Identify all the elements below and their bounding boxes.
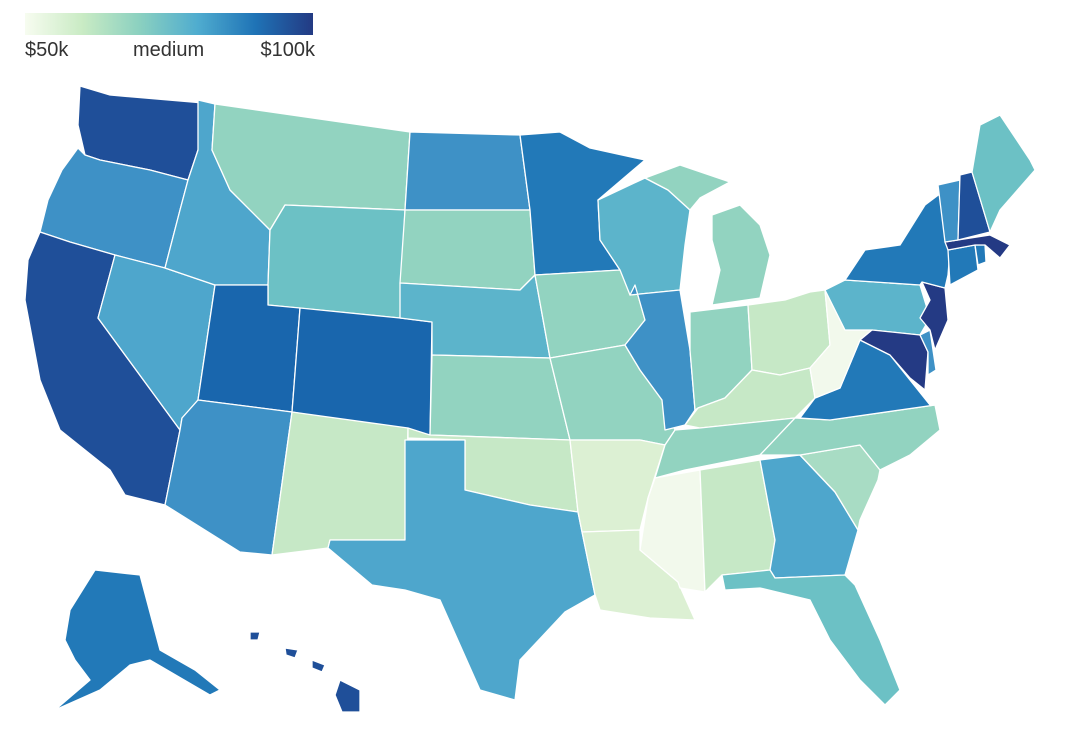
state-arizona[interactable] bbox=[164, 399, 293, 556]
state-florida[interactable] bbox=[721, 569, 901, 706]
state-alaska[interactable] bbox=[54, 569, 221, 711]
state-kansas[interactable] bbox=[429, 354, 571, 441]
legend-max-label: $100k bbox=[260, 39, 316, 61]
state-new-mexico[interactable] bbox=[271, 411, 409, 556]
state-hawaii[interactable] bbox=[249, 631, 361, 713]
state-maine[interactable] bbox=[971, 114, 1036, 233]
state-michigan[interactable] bbox=[644, 164, 771, 306]
state-connecticut[interactable] bbox=[947, 244, 979, 286]
legend-gradient-bar bbox=[25, 13, 313, 35]
state-texas[interactable] bbox=[327, 439, 596, 701]
state-north-dakota[interactable] bbox=[404, 131, 531, 211]
state-new-york[interactable] bbox=[844, 189, 951, 289]
legend-mid-label: medium bbox=[133, 39, 205, 61]
state-new-jersey[interactable] bbox=[919, 281, 949, 351]
state-massachusetts[interactable] bbox=[944, 234, 1011, 259]
state-wyoming[interactable] bbox=[267, 204, 406, 319]
state-south-dakota[interactable] bbox=[399, 209, 536, 291]
legend-min-label: $50k bbox=[25, 39, 69, 61]
color-legend: $50k medium $100k bbox=[25, 13, 315, 63]
state-arkansas[interactable] bbox=[569, 439, 666, 533]
state-louisiana[interactable] bbox=[581, 529, 696, 621]
state-delaware[interactable] bbox=[919, 329, 937, 376]
state-illinois[interactable] bbox=[624, 284, 696, 431]
